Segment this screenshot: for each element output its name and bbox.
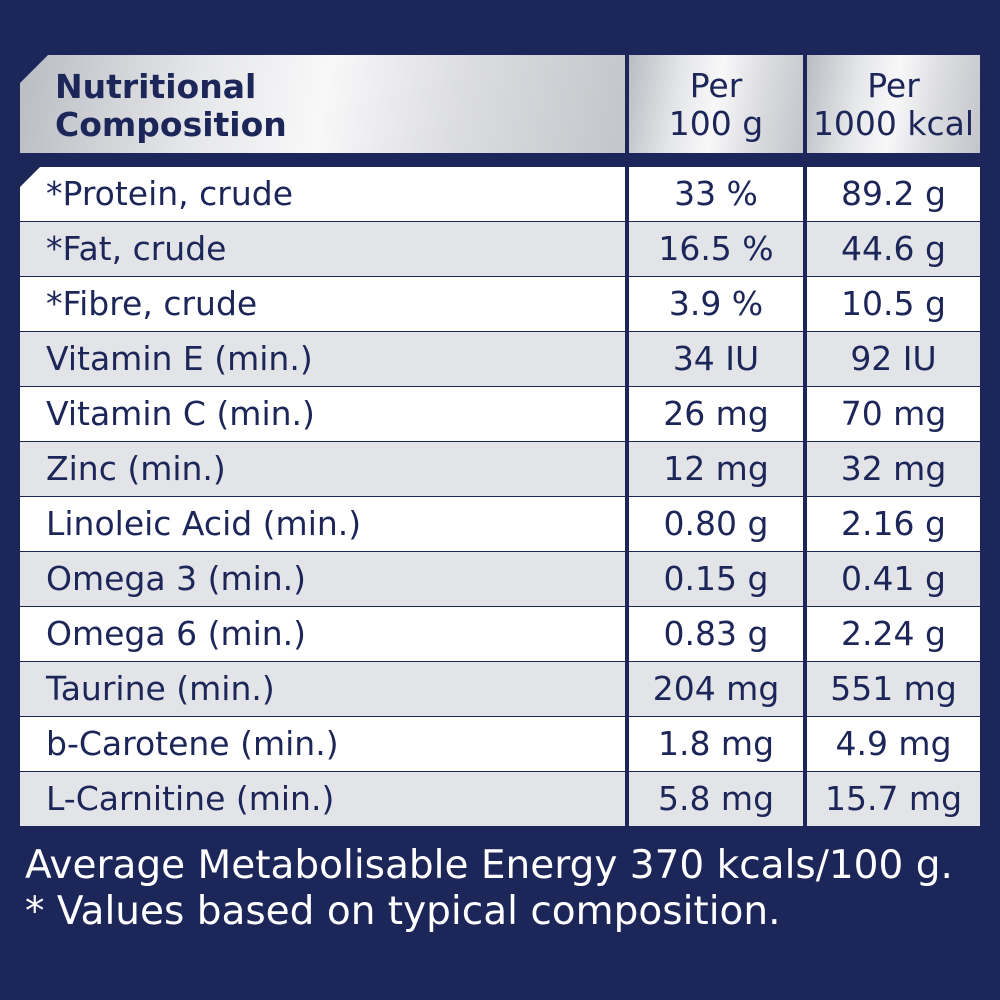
table-header: Nutritional Composition Per 100 g Per 10… bbox=[20, 55, 980, 153]
value-per-100g: 33 % bbox=[629, 167, 803, 221]
nutrient-name: *Protein, crude bbox=[20, 167, 625, 221]
value-per-1000kcal: 10.5 g bbox=[807, 277, 980, 331]
value-per-100g: 1.8 mg bbox=[629, 717, 803, 771]
value-per-100g: 0.83 g bbox=[629, 607, 803, 661]
table-row: *Fibre, crude 3.9 % 10.5 g bbox=[20, 277, 980, 332]
value-per-100g: 0.80 g bbox=[629, 497, 803, 551]
value-per-1000kcal: 2.16 g bbox=[807, 497, 980, 551]
value-per-100g: 26 mg bbox=[629, 387, 803, 441]
table-row: Taurine (min.) 204 mg 551 mg bbox=[20, 662, 980, 717]
value-per-1000kcal: 551 mg bbox=[807, 662, 980, 716]
nutrient-name: Zinc (min.) bbox=[20, 442, 625, 496]
table-body: *Protein, crude 33 % 89.2 g *Fat, crude … bbox=[20, 167, 980, 827]
table-row: Linoleic Acid (min.) 0.80 g 2.16 g bbox=[20, 497, 980, 552]
nutrient-name: *Fat, crude bbox=[20, 222, 625, 276]
nutrient-name: Linoleic Acid (min.) bbox=[20, 497, 625, 551]
value-per-100g: 204 mg bbox=[629, 662, 803, 716]
value-per-100g: 5.8 mg bbox=[629, 772, 803, 826]
energy-note: Average Metabolisable Energy 370 kcals/1… bbox=[25, 843, 953, 888]
nutrient-name: b-Carotene (min.) bbox=[20, 717, 625, 771]
nutrient-name: Vitamin E (min.) bbox=[20, 332, 625, 386]
value-per-1000kcal: 2.24 g bbox=[807, 607, 980, 661]
header-per-1000kcal: Per 1000 kcal bbox=[812, 66, 975, 143]
nutrient-name: L-Carnitine (min.) bbox=[20, 772, 625, 826]
value-per-100g: 16.5 % bbox=[629, 222, 803, 276]
header-cell-per-1000kcal: Per 1000 kcal bbox=[807, 55, 980, 153]
nutrient-name: *Fibre, crude bbox=[20, 277, 625, 331]
value-per-1000kcal: 32 mg bbox=[807, 442, 980, 496]
header-title: Nutritional Composition bbox=[55, 67, 287, 144]
value-per-100g: 3.9 % bbox=[629, 277, 803, 331]
nutrient-name: Omega 3 (min.) bbox=[20, 552, 625, 606]
value-per-1000kcal: 92 IU bbox=[807, 332, 980, 386]
table-row: Omega 3 (min.) 0.15 g 0.41 g bbox=[20, 552, 980, 607]
value-per-1000kcal: 0.41 g bbox=[807, 552, 980, 606]
footer-notes: Average Metabolisable Energy 370 kcals/1… bbox=[25, 843, 985, 935]
table-row: Vitamin E (min.) 34 IU 92 IU bbox=[20, 332, 980, 387]
nutrient-name: Vitamin C (min.) bbox=[20, 387, 625, 441]
value-per-1000kcal: 15.7 mg bbox=[807, 772, 980, 826]
value-per-100g: 12 mg bbox=[629, 442, 803, 496]
table-row: Zinc (min.) 12 mg 32 mg bbox=[20, 442, 980, 497]
table-row: *Protein, crude 33 % 89.2 g bbox=[20, 167, 980, 222]
value-per-100g: 0.15 g bbox=[629, 552, 803, 606]
header-per-100g: Per 100 g bbox=[668, 66, 764, 143]
nutrient-name: Omega 6 (min.) bbox=[20, 607, 625, 661]
table-row: Vitamin C (min.) 26 mg 70 mg bbox=[20, 387, 980, 442]
value-per-1000kcal: 4.9 mg bbox=[807, 717, 980, 771]
header-cell-composition: Nutritional Composition bbox=[20, 55, 625, 153]
table-row: *Fat, crude 16.5 % 44.6 g bbox=[20, 222, 980, 277]
value-per-100g: 34 IU bbox=[629, 332, 803, 386]
value-per-1000kcal: 44.6 g bbox=[807, 222, 980, 276]
table-row: b-Carotene (min.) 1.8 mg 4.9 mg bbox=[20, 717, 980, 772]
table-row: Omega 6 (min.) 0.83 g 2.24 g bbox=[20, 607, 980, 662]
nutrient-name: Taurine (min.) bbox=[20, 662, 625, 716]
value-per-1000kcal: 70 mg bbox=[807, 387, 980, 441]
values-note: * Values based on typical composition. bbox=[25, 889, 781, 934]
header-cell-per-100g: Per 100 g bbox=[629, 55, 803, 153]
table-row: L-Carnitine (min.) 5.8 mg 15.7 mg bbox=[20, 772, 980, 827]
value-per-1000kcal: 89.2 g bbox=[807, 167, 980, 221]
